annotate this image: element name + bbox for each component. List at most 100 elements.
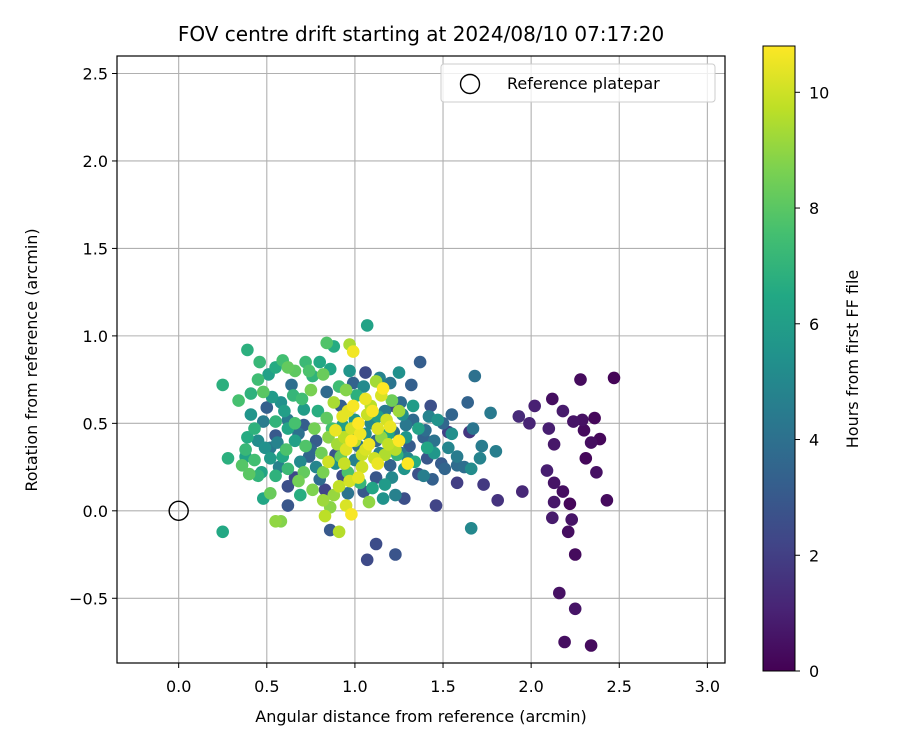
data-point bbox=[288, 417, 302, 430]
y-tick-label: 2.0 bbox=[83, 152, 108, 171]
data-point bbox=[244, 387, 258, 400]
data-point bbox=[491, 494, 505, 507]
data-point bbox=[269, 469, 282, 483]
data-point bbox=[464, 462, 478, 476]
data-point bbox=[561, 525, 575, 539]
y-tick-label: 1.5 bbox=[83, 239, 108, 258]
data-point bbox=[383, 459, 397, 472]
data-point bbox=[558, 635, 571, 649]
data-point bbox=[362, 438, 376, 451]
data-point bbox=[369, 537, 383, 551]
x-axis-label: Angular distance from reference (arcmin) bbox=[255, 707, 586, 726]
data-point bbox=[306, 483, 319, 497]
data-point bbox=[302, 364, 316, 378]
data-point bbox=[378, 478, 392, 491]
data-point bbox=[304, 383, 318, 397]
data-point bbox=[241, 343, 254, 357]
data-point bbox=[466, 422, 480, 435]
legend-box bbox=[440, 63, 716, 103]
data-point bbox=[360, 319, 374, 332]
data-point bbox=[357, 380, 371, 393]
data-point bbox=[450, 476, 464, 490]
data-point bbox=[461, 396, 475, 409]
colorbar-tick-label: 10 bbox=[809, 83, 829, 102]
data-point bbox=[607, 371, 621, 385]
data-point bbox=[523, 417, 536, 430]
data-point bbox=[371, 422, 385, 435]
data-point bbox=[376, 382, 390, 395]
data-point bbox=[332, 480, 346, 493]
colorbar-label: Hours from first FF file bbox=[843, 270, 862, 449]
y-tick-label: −0.5 bbox=[69, 589, 108, 608]
data-points bbox=[168, 319, 621, 652]
y-tick-label: 0.0 bbox=[83, 502, 108, 521]
data-point bbox=[311, 404, 325, 418]
data-point bbox=[285, 378, 298, 392]
data-point bbox=[315, 446, 328, 460]
data-point bbox=[412, 422, 425, 435]
data-point bbox=[320, 385, 334, 399]
data-point bbox=[264, 487, 277, 500]
data-point bbox=[294, 455, 307, 469]
colorbar-tick-label: 4 bbox=[809, 431, 819, 450]
data-point bbox=[281, 499, 295, 512]
data-point bbox=[345, 508, 358, 521]
data-point bbox=[389, 548, 402, 561]
data-point bbox=[590, 466, 603, 479]
data-point bbox=[516, 485, 529, 498]
data-point bbox=[392, 404, 406, 418]
data-point bbox=[253, 355, 266, 369]
data-point bbox=[565, 513, 578, 526]
data-point bbox=[540, 464, 554, 477]
chart-title: FOV centre drift starting at 2024/08/10 … bbox=[178, 22, 664, 46]
x-tick-label: 2.0 bbox=[518, 677, 543, 696]
data-point bbox=[359, 366, 372, 379]
plot-frame bbox=[116, 55, 726, 664]
y-tick-label: 1.0 bbox=[83, 327, 108, 346]
data-point bbox=[489, 445, 503, 458]
data-point bbox=[438, 462, 452, 476]
data-point bbox=[320, 336, 334, 350]
data-point bbox=[567, 415, 580, 428]
data-point bbox=[341, 487, 355, 500]
data-point bbox=[477, 478, 490, 491]
data-point bbox=[232, 394, 245, 407]
y-axis-ticks: −0.5 0.0 0.5 1.0 1.5 2.0 2.5 bbox=[69, 64, 117, 608]
data-point bbox=[329, 424, 342, 437]
data-point bbox=[216, 525, 229, 539]
colorbar-tick-label: 8 bbox=[809, 199, 819, 218]
y-tick-label: 2.5 bbox=[83, 64, 108, 83]
data-point bbox=[239, 443, 252, 456]
data-point bbox=[320, 411, 334, 425]
x-tick-label: 1.5 bbox=[430, 677, 455, 696]
data-point bbox=[579, 452, 593, 465]
reference-platepar-marker bbox=[168, 500, 189, 522]
data-point bbox=[345, 434, 358, 448]
colorbar: 0 2 4 6 8 10 Hours from first FF file bbox=[762, 45, 862, 681]
legend: Reference platepar bbox=[440, 63, 716, 103]
data-point bbox=[429, 499, 443, 512]
data-point bbox=[512, 410, 526, 423]
colorbar-gradient bbox=[762, 45, 796, 672]
data-point bbox=[316, 368, 330, 381]
data-point bbox=[546, 511, 559, 525]
data-point bbox=[389, 488, 402, 502]
data-point bbox=[288, 434, 302, 448]
data-point bbox=[577, 424, 591, 437]
data-point bbox=[385, 394, 399, 407]
data-point bbox=[322, 455, 335, 469]
data-point bbox=[338, 457, 351, 470]
data-point bbox=[378, 448, 392, 462]
data-point bbox=[281, 462, 295, 476]
data-point bbox=[464, 522, 478, 535]
colorbar-tick-label: 6 bbox=[809, 315, 819, 334]
data-point bbox=[271, 436, 284, 449]
data-point bbox=[399, 418, 413, 432]
data-point bbox=[445, 408, 459, 421]
x-tick-label: 3.0 bbox=[695, 677, 720, 696]
y-tick-label: 0.5 bbox=[83, 414, 108, 433]
data-point bbox=[584, 639, 598, 652]
data-point bbox=[269, 415, 282, 428]
data-point bbox=[352, 471, 365, 484]
